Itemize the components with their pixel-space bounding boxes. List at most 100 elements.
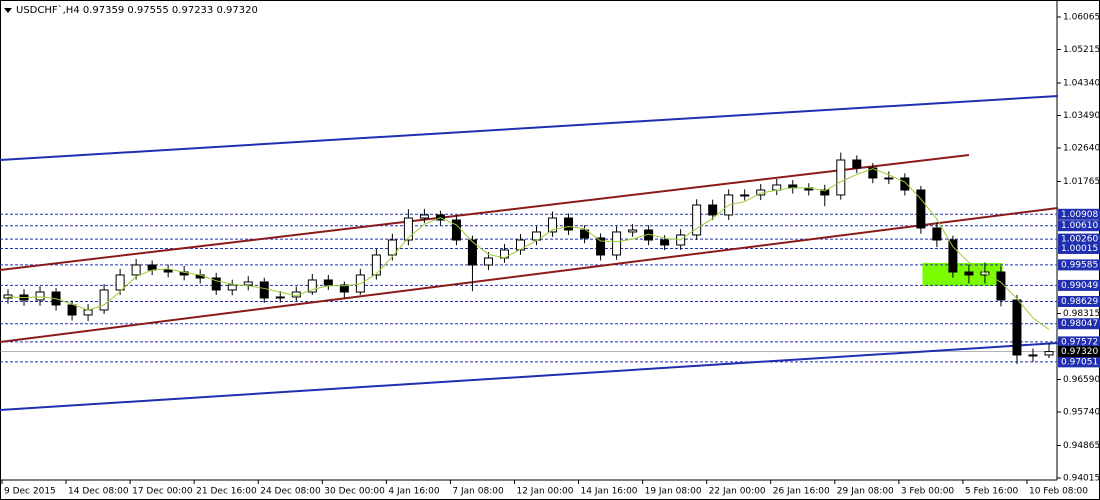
candle-body [852,159,862,169]
candle-body [564,217,574,231]
chart-title: USDCHF`,H4 0.97359 0.97555 0.97233 0.973… [16,4,258,16]
level-label: 0.97572 [1061,337,1098,347]
y-tick-label: 1.06065 [1063,12,1100,22]
level-label: 0.97051 [1061,357,1098,367]
last-price-box [1058,346,1100,358]
level-label: 0.99585 [1061,260,1098,270]
axes: 1.06065 1.05215 1.04340 1.03490 1.02640 1.017… [1,12,1100,497]
level-label-box [1058,279,1100,291]
x-tick-label: 7 Jan 08:00 [452,487,504,497]
candle-body [1044,351,1054,356]
level-label: 0.98047 [1061,319,1098,329]
level-label-box [1058,242,1100,254]
candle-body [371,254,381,276]
y-tick-label: 1.01765 [1063,177,1100,187]
level-label-box [1058,318,1100,330]
candle-body [115,274,125,291]
level-label-box [1058,295,1100,307]
candle-body [387,239,397,256]
candle-body [1012,299,1022,356]
candle-body [243,281,253,286]
candle-body [147,264,157,271]
candle-body [548,217,558,233]
trend-line [0,153,970,271]
candle-body [884,177,894,180]
x-tick-label: 14 Dec 08:00 [68,487,129,497]
x-tick-label: 22 Jan 00:00 [709,487,766,497]
candle-body [628,229,638,233]
y-tick-label: 0.96590 [1063,375,1100,385]
level-label: 0.98629 [1061,297,1098,307]
x-tick-label: 14 Jan 16:00 [581,487,638,497]
candle-body [964,271,974,276]
y-tick-label: 0.94865 [1063,441,1100,451]
level-label: 1.00260 [1061,235,1098,245]
level-label: 1.00015 [1061,244,1098,254]
candle-body [211,277,221,291]
candle-body [275,296,285,299]
candle-body [580,229,590,239]
level-label-box [1058,233,1100,245]
y-tick-label: 1.02640 [1063,144,1100,154]
candle-body [483,257,493,266]
candle-body [259,281,269,299]
x-tick-label: 30 Dec 00:00 [324,487,385,497]
candle-body [99,289,109,311]
level-label-box [1058,259,1100,271]
level-label-box [1058,220,1100,232]
candle-body [131,264,141,276]
candle-body [323,279,333,286]
candle-body [996,271,1006,301]
trend-line [0,206,1059,343]
candle-body [35,291,45,301]
y-tick-label: 0.94015 [1063,474,1100,484]
candle-body [339,284,349,293]
x-tick-label: 4 Jan 16:00 [388,487,440,497]
candle-body [67,304,77,316]
candle-body [692,204,702,236]
level-label: 1.00908 [1061,210,1098,220]
y-tick-label: 0.98315 [1063,309,1100,319]
menu-arrow[interactable] [4,8,12,13]
x-tick-label: 3 Feb 00:00 [901,487,955,497]
x-tick-label: 9 Dec 2015 [4,487,56,497]
candle-body [932,227,942,241]
level-label: 1.00610 [1061,221,1098,231]
candle-body [227,284,237,291]
candle-body [3,294,13,299]
moving-average [7,168,1050,330]
trend-line [0,341,1059,411]
candle-body [419,214,429,219]
x-tick-label: 5 Feb 16:00 [965,487,1019,497]
candle-body [467,239,477,266]
trend-line [0,94,1059,161]
level-label-box [1058,336,1100,348]
y-tick-label: 1.04340 [1063,78,1100,88]
candle-body [451,219,461,241]
candle-body [596,237,606,256]
candle-body [532,231,542,241]
candle-body [740,194,750,197]
level-label-box [1058,356,1100,368]
x-tick-label: 10 Feb 08:00 [1029,487,1088,497]
candle-body [515,239,525,251]
x-tick-label: 17 Dec 00:00 [132,487,193,497]
candle-body [948,239,958,273]
y-tick-label: 0.95740 [1063,408,1100,418]
x-tick-label: 21 Dec 16:00 [196,487,257,497]
candle-body [307,279,317,293]
x-tick-label: 19 Jan 08:00 [645,487,702,497]
x-tick-label: 12 Jan 00:00 [516,487,573,497]
candle-body [612,231,622,256]
level-label-box [1058,208,1100,220]
y-tick-label: 1.05215 [1063,45,1100,55]
x-tick-label: 24 Dec 08:00 [260,487,321,497]
candle-body [660,239,670,246]
candle-body [1028,354,1038,357]
level-label: 0.99049 [1061,281,1098,291]
plot-area [0,94,1059,411]
candle-body [868,167,878,179]
x-tick-label: 26 Jan 16:00 [773,487,830,497]
